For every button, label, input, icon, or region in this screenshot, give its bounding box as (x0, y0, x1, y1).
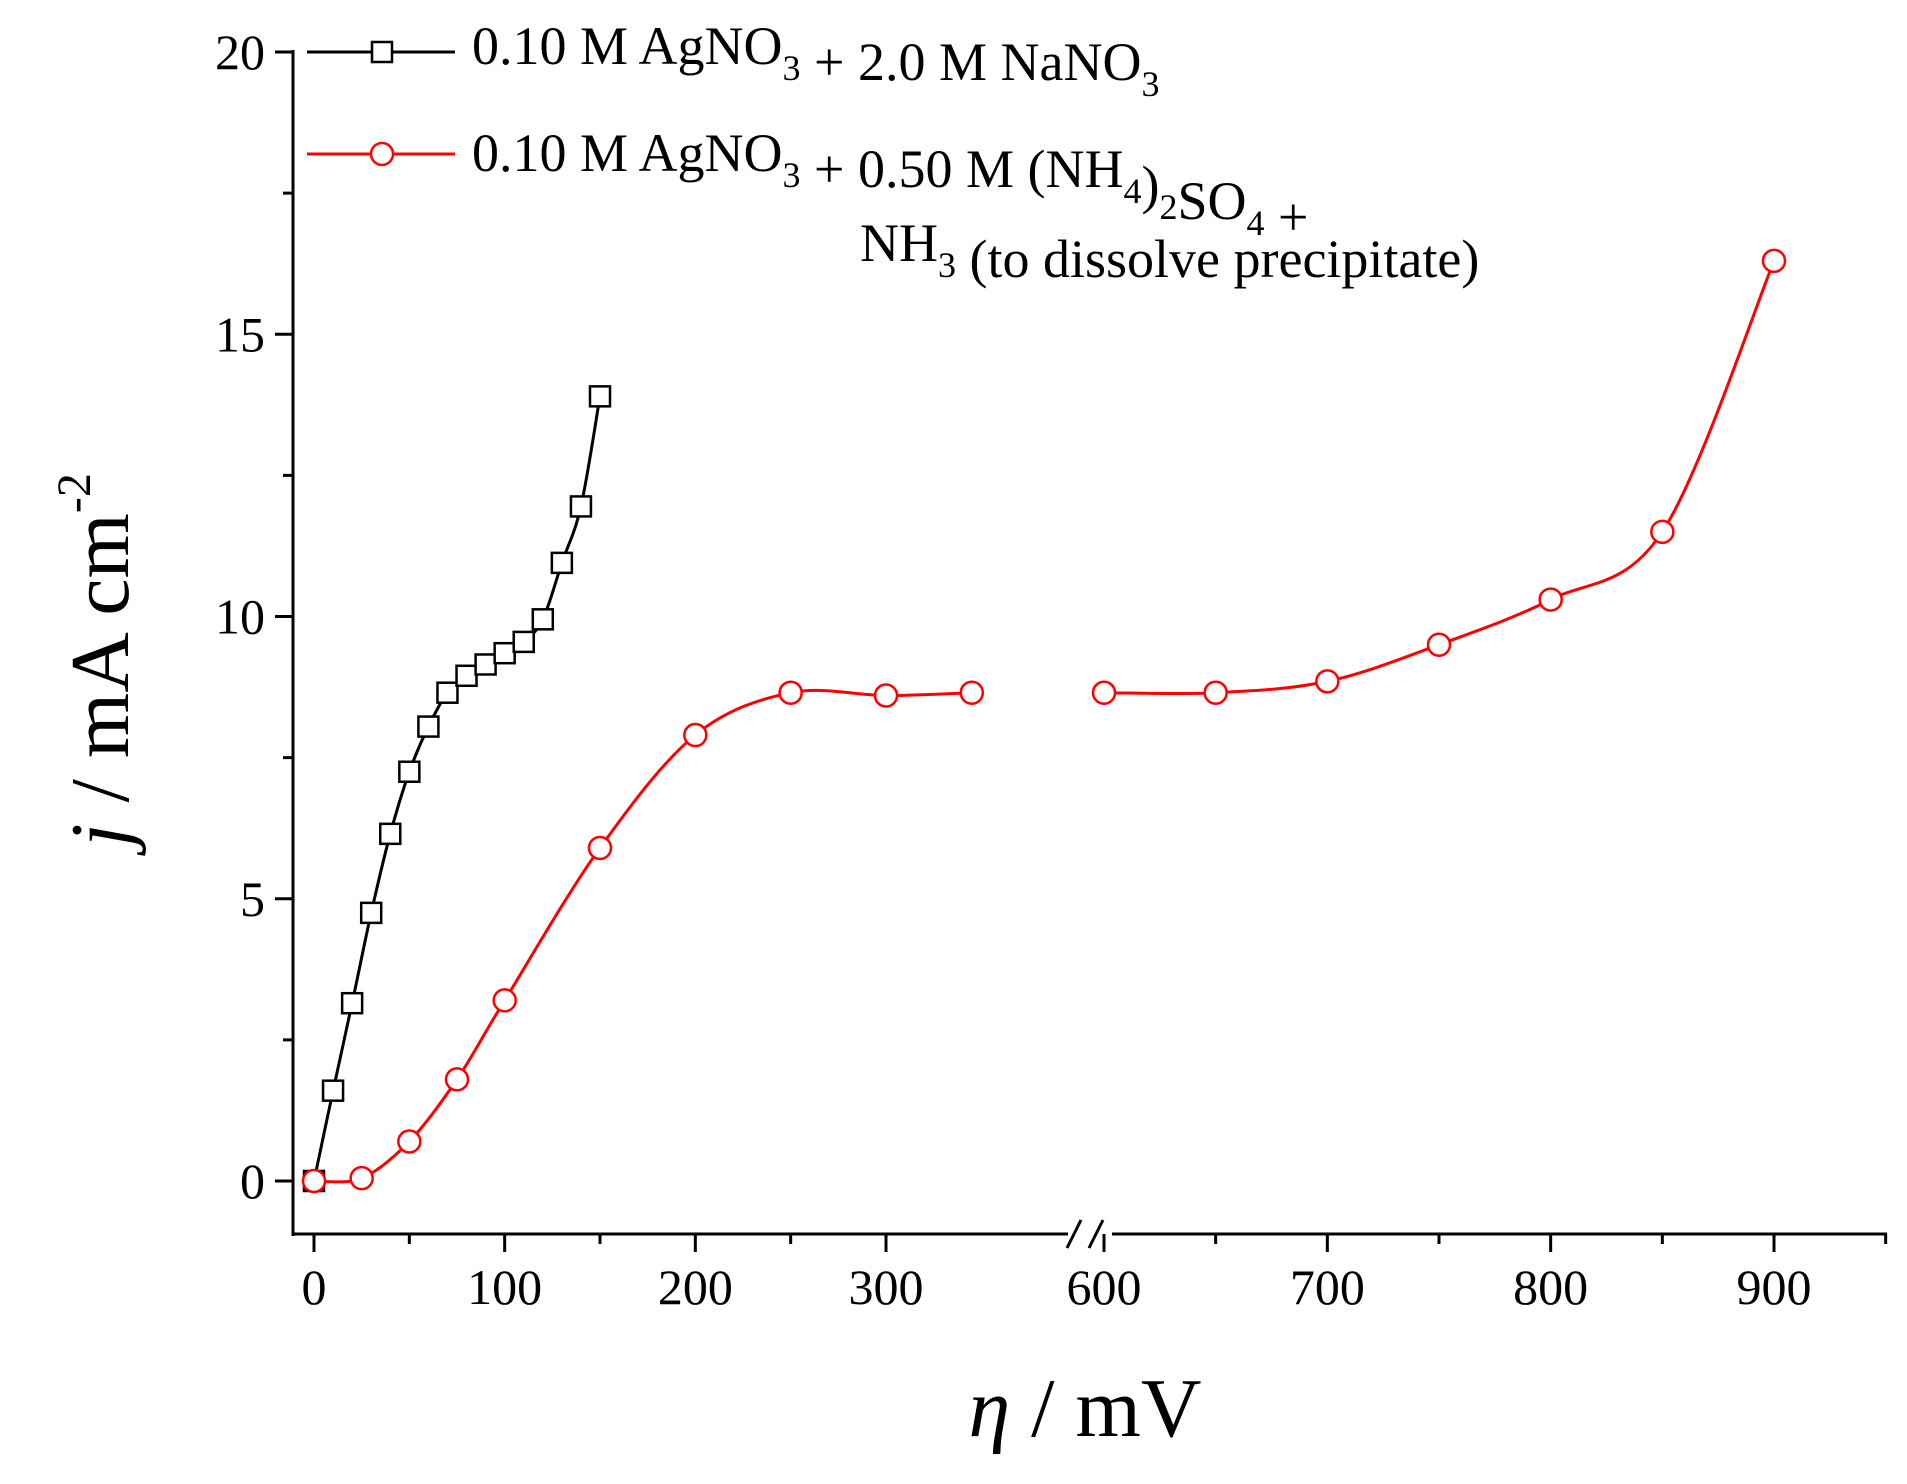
data-point (340, 991, 364, 1015)
x-axis-symbol: η (968, 1362, 1010, 1455)
data-point (569, 495, 593, 518)
legend-subscript: 3 (783, 155, 801, 195)
x-tick-label: 600 (1067, 1259, 1142, 1315)
legend-subscript: 4 (1247, 203, 1265, 243)
x-tick-label: 0 (302, 1259, 327, 1315)
data-point (1538, 587, 1563, 612)
data-point (398, 760, 421, 783)
legend-label: 0.10 M AgNO3 + 0.50 M (NH4)2SO4 + (472, 123, 1308, 247)
series-line-right (1103, 260, 1776, 696)
data-point (588, 385, 612, 408)
x-tick-label: 900 (1737, 1259, 1812, 1315)
x-tick-label: 100 (467, 1259, 542, 1315)
axis-titles: η / mV j / mA cm-2 (48, 473, 1202, 1455)
legend-text-part: + (1265, 187, 1309, 247)
data-point (301, 1168, 327, 1194)
data-point (436, 681, 459, 704)
data-point (444, 1067, 470, 1092)
data-point (493, 641, 516, 665)
x-tick-label: 200 (658, 1259, 733, 1315)
legend-text-part: 0.10 M AgNO (472, 123, 783, 183)
data-point (349, 1165, 374, 1191)
data-point (959, 680, 985, 705)
data-point (321, 1079, 345, 1102)
data-point (1761, 248, 1787, 274)
y-axis-symbol: j (54, 823, 147, 855)
legend-text-part: SO (1177, 171, 1246, 231)
x-tick-label: 300 (849, 1259, 924, 1315)
y-axis-title: j / mA cm-2 (48, 473, 147, 856)
axis-break-mark (1087, 1219, 1105, 1249)
legend-subscript: 3 (1141, 64, 1159, 104)
data-point (397, 1129, 422, 1154)
legend-marker (369, 141, 395, 167)
data-point (531, 608, 555, 631)
legend-subscript: 4 (1123, 171, 1141, 211)
legend-label: NH3 (to dissolve precipitate) (860, 213, 1479, 289)
data-point (359, 901, 383, 925)
x-tick-label: 700 (1290, 1259, 1365, 1315)
y-tick-label: 20 (215, 24, 265, 80)
data-point (474, 653, 497, 676)
data-point (873, 683, 899, 708)
x-axis-title: η / mV (968, 1362, 1201, 1455)
legend-text-part: NH (860, 213, 938, 273)
data-point (512, 630, 535, 654)
legend-marker (370, 40, 394, 64)
data-point (587, 835, 613, 861)
data-point (1426, 632, 1452, 657)
legend-text-part: + 0.50 M (NH (801, 139, 1124, 199)
legend-entry-2: 0.10 M AgNO3 + 0.50 M (NH4)2SO4 + (307, 123, 1308, 247)
series-line-left (312, 396, 602, 1182)
data-point (778, 680, 803, 705)
data-point (1091, 680, 1117, 705)
legend-text-part: + 2.0 M NaNO (801, 32, 1142, 92)
data-point (417, 715, 440, 738)
data-point (550, 551, 574, 575)
y-tick-label: 10 (215, 589, 265, 645)
data-point (455, 664, 478, 688)
legend-subscript: 3 (938, 245, 956, 285)
data-point (683, 722, 708, 748)
data-point (492, 988, 517, 1013)
legend-entry-1: 0.10 M AgNO3 + 2.0 M NaNO3 (307, 16, 1159, 104)
series-2 (301, 248, 1787, 1194)
legend-text-part: 0.10 M AgNO (472, 16, 783, 76)
data-point (1315, 669, 1340, 694)
y-tick-label: 15 (215, 306, 265, 362)
legend-text-part: ) (1141, 155, 1159, 215)
legend-text-part: (to dissolve precipitate) (956, 229, 1479, 289)
data-point (379, 822, 402, 846)
x-tick-label: 800 (1513, 1259, 1588, 1315)
y-axis-exponent: -2 (48, 473, 101, 513)
legend-subscript: 3 (783, 48, 801, 88)
y-tick-label: 5 (240, 871, 265, 927)
legend-label: 0.10 M AgNO3 + 2.0 M NaNO3 (472, 16, 1159, 104)
axis-break-mark (1065, 1219, 1083, 1249)
x-axis-unit: / mV (1010, 1362, 1201, 1455)
y-tick-label: 0 (240, 1153, 265, 1209)
series-group (301, 248, 1787, 1194)
legend-entry-3: NH3 (to dissolve precipitate) (860, 213, 1479, 289)
y-axis-unit: / mA cm (54, 513, 147, 823)
data-point (1650, 519, 1675, 545)
data-point (1203, 680, 1228, 705)
legend-subscript: 2 (1159, 187, 1177, 227)
